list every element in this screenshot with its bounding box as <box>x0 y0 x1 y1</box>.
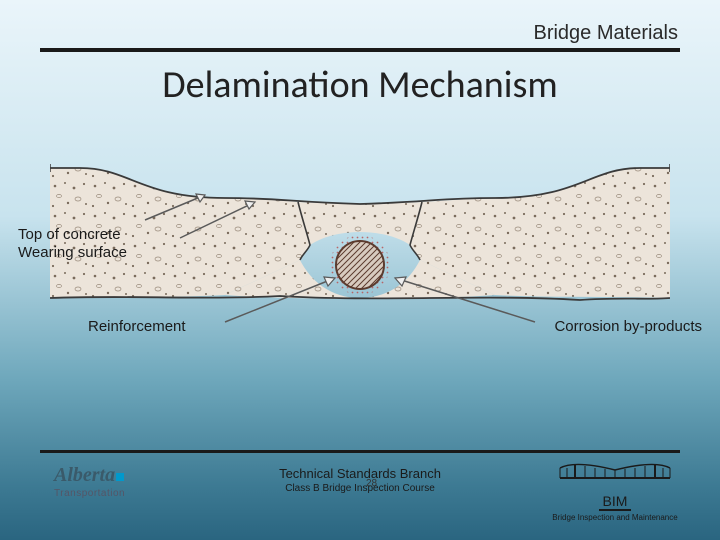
label-line1: Top of concrete <box>18 226 121 243</box>
bim-label: BIM <box>599 493 632 511</box>
footer-rule <box>40 450 680 453</box>
page-number: 28 <box>366 478 377 489</box>
label-reinforcement: Reinforcement <box>88 318 186 335</box>
bim-sub: Bridge Inspection and Maintenance <box>550 513 680 522</box>
bim-logo: BIM Bridge Inspection and Maintenance <box>550 456 680 522</box>
label-corrosion: Corrosion by-products <box>554 318 702 335</box>
delamination-diagram <box>50 150 670 330</box>
bridge-icon <box>555 456 675 486</box>
label-line2: Wearing surface <box>18 244 127 261</box>
label-top-of-concrete: Top of concrete Wearing surface <box>18 226 127 262</box>
header-topic: Bridge Materials <box>533 22 678 45</box>
footer: Alberta Transportation 28 Technical Stan… <box>0 450 720 540</box>
header-rule <box>40 48 680 52</box>
slide-title: Delamination Mechanism <box>0 62 720 108</box>
